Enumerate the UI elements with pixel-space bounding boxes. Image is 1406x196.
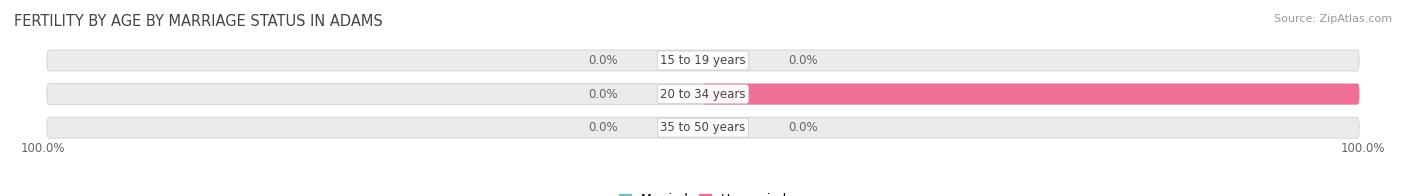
Text: 15 to 19 years: 15 to 19 years — [661, 54, 745, 67]
Text: 0.0%: 0.0% — [588, 54, 617, 67]
Legend: Married, Unmarried: Married, Unmarried — [613, 188, 793, 196]
Text: 20 to 34 years: 20 to 34 years — [661, 88, 745, 101]
FancyBboxPatch shape — [46, 117, 1360, 138]
Text: 100.0%: 100.0% — [1362, 88, 1406, 101]
Text: 0.0%: 0.0% — [789, 121, 818, 134]
FancyBboxPatch shape — [703, 84, 1360, 104]
Text: 100.0%: 100.0% — [1341, 142, 1385, 155]
Text: 100.0%: 100.0% — [21, 142, 65, 155]
Text: FERTILITY BY AGE BY MARRIAGE STATUS IN ADAMS: FERTILITY BY AGE BY MARRIAGE STATUS IN A… — [14, 14, 382, 29]
FancyBboxPatch shape — [46, 50, 1360, 71]
Text: 0.0%: 0.0% — [588, 121, 617, 134]
Text: Source: ZipAtlas.com: Source: ZipAtlas.com — [1274, 14, 1392, 24]
Text: 35 to 50 years: 35 to 50 years — [661, 121, 745, 134]
Text: 0.0%: 0.0% — [789, 54, 818, 67]
FancyBboxPatch shape — [46, 84, 1360, 104]
Text: 0.0%: 0.0% — [588, 88, 617, 101]
